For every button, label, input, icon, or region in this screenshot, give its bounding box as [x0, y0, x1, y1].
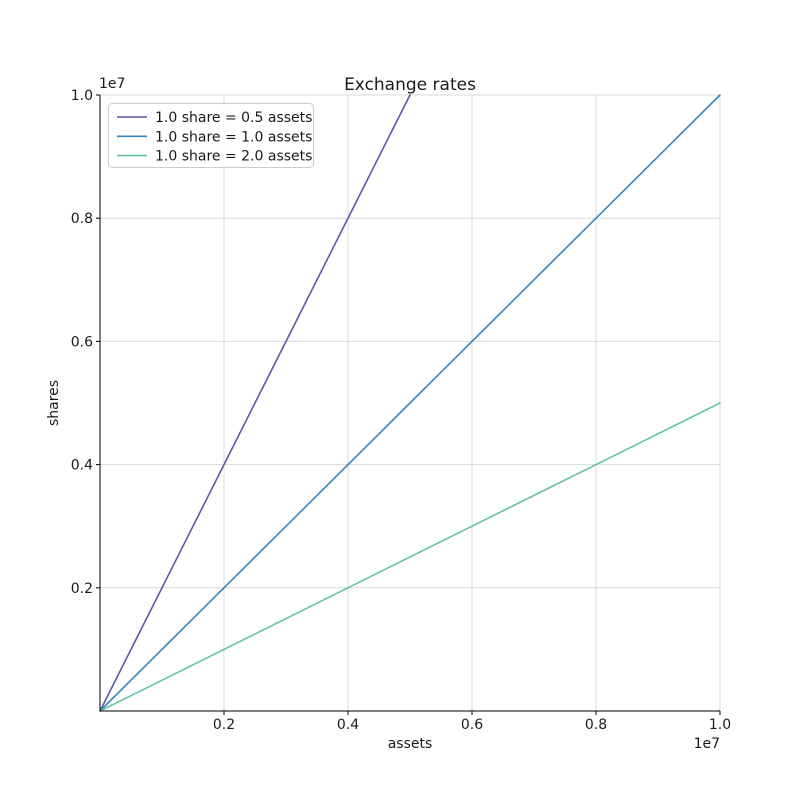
x-tick-label: 0.6 [461, 717, 483, 733]
legend-label: 1.0 share = 2.0 assets [155, 149, 312, 165]
legend: 1.0 share = 0.5 assets 1.0 share = 1.0 as… [108, 103, 314, 168]
y-axis-label: shares [46, 380, 62, 426]
y-tick-label: 0.2 [71, 581, 93, 597]
series-line [99, 94, 721, 712]
y-tick-label: 0.8 [71, 211, 93, 227]
x-tick-label: 0.4 [337, 717, 359, 733]
legend-label: 1.0 share = 1.0 assets [155, 129, 312, 145]
legend-label: 1.0 share = 0.5 assets [155, 110, 312, 126]
chart-title: Exchange rates [344, 75, 476, 95]
series-line [99, 402, 721, 712]
y-tick-label: 1.0 [71, 88, 93, 104]
y-tick-label: 0.4 [71, 458, 93, 474]
axes-spines-and-ticks [96, 94, 721, 715]
tick-labels: 0.2 0.4 0.6 0.8 1.0 0.2 0.4 0.6 0.8 1.0 [71, 88, 731, 733]
x-tick-label: 0.2 [213, 717, 235, 733]
x-axis-label: assets [388, 736, 433, 752]
series-lines [99, 94, 721, 712]
x-tick-label: 1.0 [709, 717, 731, 733]
y-tick-label: 0.6 [71, 334, 93, 350]
legend-box [108, 103, 314, 168]
x-axis-offset-label: 1e7 [694, 736, 720, 752]
series-line [99, 94, 411, 712]
y-axis-offset-label: 1e7 [99, 76, 125, 92]
x-tick-label: 0.8 [585, 717, 607, 733]
